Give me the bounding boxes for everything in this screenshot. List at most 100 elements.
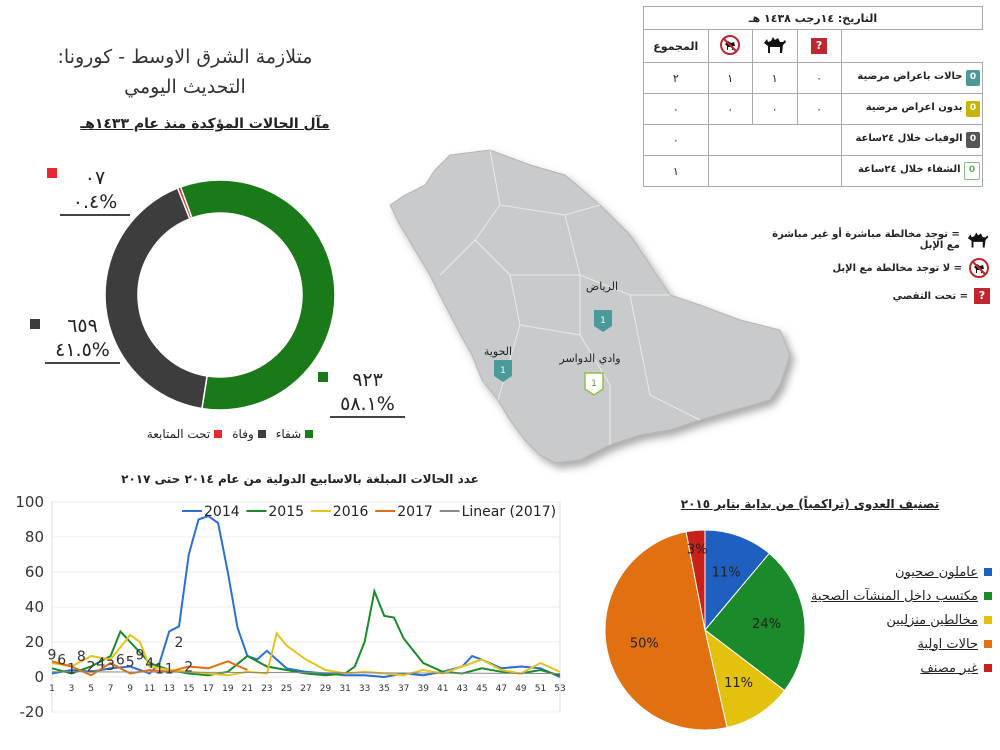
recovery-pct: ٥٨.١% [330, 392, 405, 418]
pie-legend-unclassified: غير مصنف [802, 656, 992, 680]
series-line-2016 [51, 631, 561, 677]
x-tick-label: 41 [437, 684, 448, 694]
pie-slice-primary [604, 531, 728, 731]
followup-marker [47, 168, 57, 178]
y-tick-label: 100 [15, 493, 44, 511]
donut-slice-followup [176, 186, 193, 220]
pie-legend-household: مخالطين منزليين [802, 608, 992, 632]
saudi-map: الرياض 1 وادي الدواسر 1 الحوية 1 [389, 149, 791, 464]
x-tick-label: 11 [144, 684, 155, 694]
x-tick-label: 5 [88, 684, 94, 694]
page-title: متلازمة الشرق الاوسط - كورونا: التحديث ا… [20, 42, 350, 102]
x-tick-label: 17 [203, 684, 214, 694]
legend-no-camel-row: = لا توجد مخالطة مع الإبل [760, 254, 990, 282]
pie-label-nosocomial: 24% [752, 617, 781, 632]
donut-label-recovery: ٩٢٣ ٥٨.١% [330, 368, 405, 418]
x-tick-label: 33 [359, 684, 370, 694]
symptomatic-pin-icon: 0 [966, 70, 980, 86]
y-tick-label: -20 [20, 703, 45, 721]
x-tick-label: 15 [183, 684, 194, 694]
x-tick-label: 27 [300, 684, 311, 694]
pie-legend-healthcare: عاملون صحيون [802, 560, 992, 584]
death-pin-icon: 0 [966, 132, 980, 148]
data-label: 9 [135, 647, 144, 663]
row-asymptomatic: 0 بدون اعراض مرضية ٠ ٠ ٠ ٠ [643, 93, 984, 125]
pie-chart-title: تصنيف العدوى (تراكمياً) من بداية يناير ٢… [680, 497, 940, 511]
data-label: 4 [145, 656, 154, 672]
data-label: 2 [87, 660, 96, 676]
data-label: 1 [155, 661, 164, 677]
x-tick-label: 35 [378, 684, 389, 694]
data-label: 3 [106, 658, 115, 674]
data-label: 2 [184, 660, 193, 676]
donut-label-death: ٦٥٩ ٤١.٥% [45, 314, 120, 364]
pie-legend: عاملون صحيون مكتسب داخل المنشآت الصحية م… [802, 560, 992, 680]
map-label-wadi-dawasir: وادي الدواسر [558, 352, 620, 365]
hawiyah-pin-icon: 1 [494, 360, 512, 382]
no-camel-icon [720, 34, 741, 55]
data-label: 8 [77, 649, 86, 665]
x-tick-label: 31 [339, 684, 350, 694]
map-label-hawiyah: الحوية [484, 345, 512, 358]
y-tick-label: 0 [34, 668, 44, 686]
x-tick-label: 51 [535, 684, 546, 694]
recovery-pin-icon: 0 [964, 162, 980, 180]
x-tick-label: 29 [320, 684, 332, 694]
series-line-2014 [51, 514, 561, 679]
pie-slice-nosocomial [704, 552, 806, 692]
header-no-camel [707, 29, 753, 63]
legend-entry: 2016 [333, 504, 369, 520]
camel-icon [763, 36, 786, 53]
donut-slice-recovery [179, 179, 336, 411]
camel-icon [967, 232, 989, 248]
data-label: 1 [165, 661, 174, 677]
svg-text:1: 1 [600, 316, 606, 326]
donut-label-followup: ٠٧ ٠.٤% [60, 166, 130, 216]
x-tick-label: 53 [554, 684, 565, 694]
x-tick-label: 19 [222, 684, 234, 694]
pie-legend-nosocomial: مكتسب داخل المنشآت الصحية [802, 584, 992, 608]
row-deaths-24h: 0 الوفيات خلال ٢٤ساعة ٠ [643, 124, 984, 156]
legend-entry: Linear (2017) [462, 504, 557, 520]
x-tick-label: 43 [457, 684, 468, 694]
legend-death: وفاة [232, 427, 266, 441]
x-tick-label: 25 [281, 684, 292, 694]
data-label: 9 [48, 647, 57, 663]
death-count: ٦٥٩ [67, 315, 98, 337]
row-recovery-24h: 0 الشفاء خلال ٢٤ساعة ١ [643, 155, 984, 187]
followup-pct: ٠.٤% [60, 190, 130, 216]
x-tick-label: 39 [418, 684, 430, 694]
pie-slice-healthcare [704, 529, 770, 632]
x-tick-label: 7 [108, 684, 114, 694]
donut-slice-death [104, 187, 208, 410]
pie-slice-unclassified [685, 529, 706, 631]
svg-text:1: 1 [591, 379, 597, 389]
x-tick-label: 13 [164, 684, 175, 694]
data-label: 4 [96, 656, 105, 672]
data-label: 2 [175, 635, 184, 651]
wadi-dawasir-pin-icon: 1 [584, 372, 604, 396]
legend-camel-row: = توجد مخالطة مباشرة أو غير مباشرة مع ال… [760, 226, 990, 254]
death-marker [30, 319, 40, 329]
death-pct: ٤١.٥% [45, 338, 120, 364]
map-country-shape [389, 149, 791, 464]
riyadh-pin-icon: 1 [594, 310, 612, 332]
x-tick-label: 1 [49, 684, 55, 694]
x-tick-label: 37 [398, 684, 409, 694]
header-question: ? [796, 29, 842, 63]
row-symptomatic: 0 حالات باعراض مرضية ٠ ١ ١ ٢ [643, 62, 984, 94]
pie-label-household: 11% [724, 676, 753, 691]
pie-legend-primary: حالات اولية [802, 632, 992, 656]
header-camel [751, 29, 798, 63]
legend-followup: تحت المتابعة [147, 427, 223, 441]
line-chart-title: عدد الحالات المبلغة بالاسابيع الدولية من… [121, 472, 479, 486]
x-tick-label: 9 [127, 684, 133, 694]
x-tick-label: 21 [242, 684, 253, 694]
legend-entry: 2017 [397, 504, 433, 520]
x-tick-label: 49 [515, 684, 527, 694]
status-table: التاريخ: ١٤رجب ١٤٣٨ هـ ? المجموع 0 حالات… [643, 6, 984, 187]
infection-classification-pie: 11% 24% 11% 50% 3% [604, 529, 806, 731]
donut-legend: شفاء وفاة تحت المتابعة [120, 427, 340, 441]
pie-slice-household [704, 628, 786, 729]
data-label: 6 [116, 653, 125, 669]
